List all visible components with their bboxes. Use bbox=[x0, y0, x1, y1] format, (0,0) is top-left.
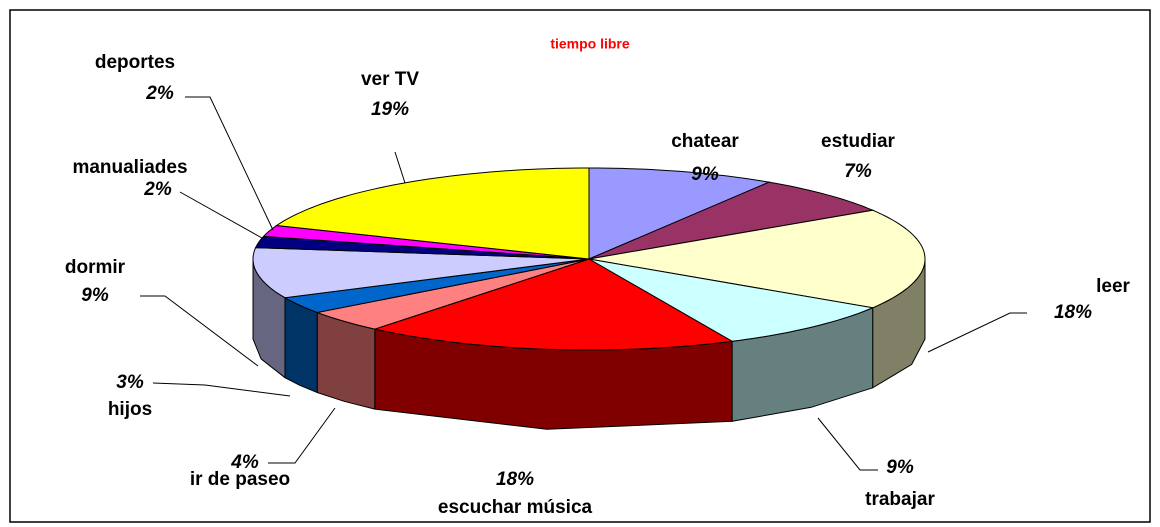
slice-label: ir de paseo bbox=[190, 469, 290, 490]
slice-label: trabajar bbox=[865, 489, 935, 510]
value-label: 19% bbox=[371, 99, 409, 120]
pie-slice bbox=[372, 258, 734, 351]
pie-slice bbox=[588, 209, 926, 309]
slice-label: ver TV bbox=[361, 69, 419, 90]
value-label: 4% bbox=[230, 452, 259, 473]
value-label: 2% bbox=[145, 83, 174, 104]
pie-slice bbox=[588, 167, 771, 260]
slice-label: estudiar bbox=[821, 131, 896, 152]
slice-label: leer bbox=[1096, 276, 1130, 297]
pie-slice bbox=[252, 247, 590, 299]
slice-label: chatear bbox=[671, 131, 739, 152]
pie-slice bbox=[283, 258, 590, 314]
pie-slice bbox=[315, 258, 590, 330]
value-label: 3% bbox=[116, 372, 144, 393]
leader-line bbox=[927, 312, 1027, 353]
leader-line bbox=[140, 295, 259, 367]
leader-line bbox=[152, 382, 291, 397]
pie-slice bbox=[588, 258, 875, 342]
slice-label: manualiades bbox=[72, 157, 187, 178]
pie-slice bbox=[588, 181, 875, 260]
value-label: 18% bbox=[496, 469, 534, 490]
leader-line bbox=[394, 151, 406, 184]
value-label: 2% bbox=[143, 179, 172, 200]
leader-line bbox=[817, 417, 878, 471]
slice-label: dormir bbox=[65, 257, 126, 278]
leader-line bbox=[179, 191, 263, 239]
chart-title: tiempo libre bbox=[550, 36, 630, 52]
value-label: 9% bbox=[691, 164, 719, 185]
value-label: 7% bbox=[844, 161, 872, 182]
pie-side bbox=[284, 296, 318, 394]
leader-line bbox=[268, 407, 336, 464]
slice-label: deportes bbox=[95, 52, 175, 73]
leader-line bbox=[185, 96, 274, 231]
value-label: 9% bbox=[886, 457, 914, 478]
slice-label: escuchar música bbox=[438, 497, 593, 518]
pie-slice bbox=[275, 167, 590, 260]
slice-label: hijos bbox=[108, 399, 152, 420]
value-label: 9% bbox=[81, 285, 109, 306]
value-label: 18% bbox=[1054, 302, 1092, 323]
